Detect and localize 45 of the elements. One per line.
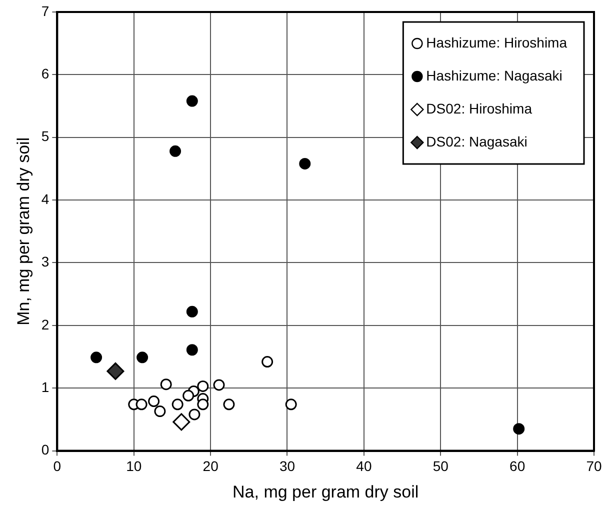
point: [197, 398, 209, 410]
y-axis-title: Mn, mg per gram dry soil: [14, 137, 33, 326]
legend-label: DS02: Nagasaki: [426, 133, 528, 150]
x-tick-label: 0: [53, 458, 62, 474]
y-tick-label: 5: [41, 128, 50, 144]
point: [186, 95, 198, 107]
y-tick-label: 1: [41, 378, 50, 395]
legend-label: Hashizume: Nagasaki: [426, 67, 562, 84]
y-tick-label: 2: [41, 316, 50, 332]
point: [262, 356, 274, 368]
x-tick-label: 20: [202, 458, 219, 474]
point: [285, 398, 297, 410]
point: [186, 306, 198, 318]
point: [223, 398, 235, 410]
y-tick-label: 7: [41, 2, 50, 19]
point: [299, 158, 311, 170]
point: [154, 406, 166, 418]
x-tick-label: 50: [432, 458, 449, 474]
x-axis-title: Na, mg per gram dry soil: [232, 482, 419, 502]
y-tick-label: 4: [41, 190, 50, 207]
point: [170, 145, 182, 157]
x-tick-label: 30: [279, 458, 296, 474]
point: [172, 398, 184, 410]
legend-label: Hashizume: Hiroshima: [426, 34, 568, 50]
legend-label: DS02: Hiroshima: [426, 100, 532, 116]
point: [186, 344, 198, 356]
x-tick-label: 10: [126, 458, 142, 474]
point: [172, 413, 190, 431]
point: [182, 390, 194, 402]
point: [90, 352, 102, 364]
y-tick-label: 0: [41, 442, 50, 458]
y-tick-label: 3: [41, 254, 50, 270]
point: [148, 396, 160, 408]
point: [136, 398, 148, 410]
point: [188, 408, 200, 420]
y-tick-label: 6: [41, 66, 50, 82]
point: [160, 378, 172, 390]
x-tick-label: 40: [356, 458, 372, 474]
point: [213, 379, 225, 391]
point: [136, 352, 148, 364]
x-tick-label: 70: [586, 458, 602, 474]
point: [197, 380, 209, 392]
point: [513, 423, 525, 435]
point: [106, 362, 124, 380]
x-tick-label: 60: [510, 458, 526, 474]
